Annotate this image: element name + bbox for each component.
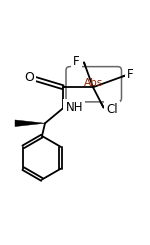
FancyBboxPatch shape — [66, 67, 122, 102]
Text: F: F — [127, 68, 134, 81]
Polygon shape — [15, 120, 45, 127]
Text: Abs: Abs — [84, 78, 103, 88]
Text: Cl: Cl — [106, 103, 118, 116]
Text: O: O — [24, 71, 34, 84]
Text: NH: NH — [66, 101, 83, 114]
Text: F: F — [73, 54, 80, 68]
